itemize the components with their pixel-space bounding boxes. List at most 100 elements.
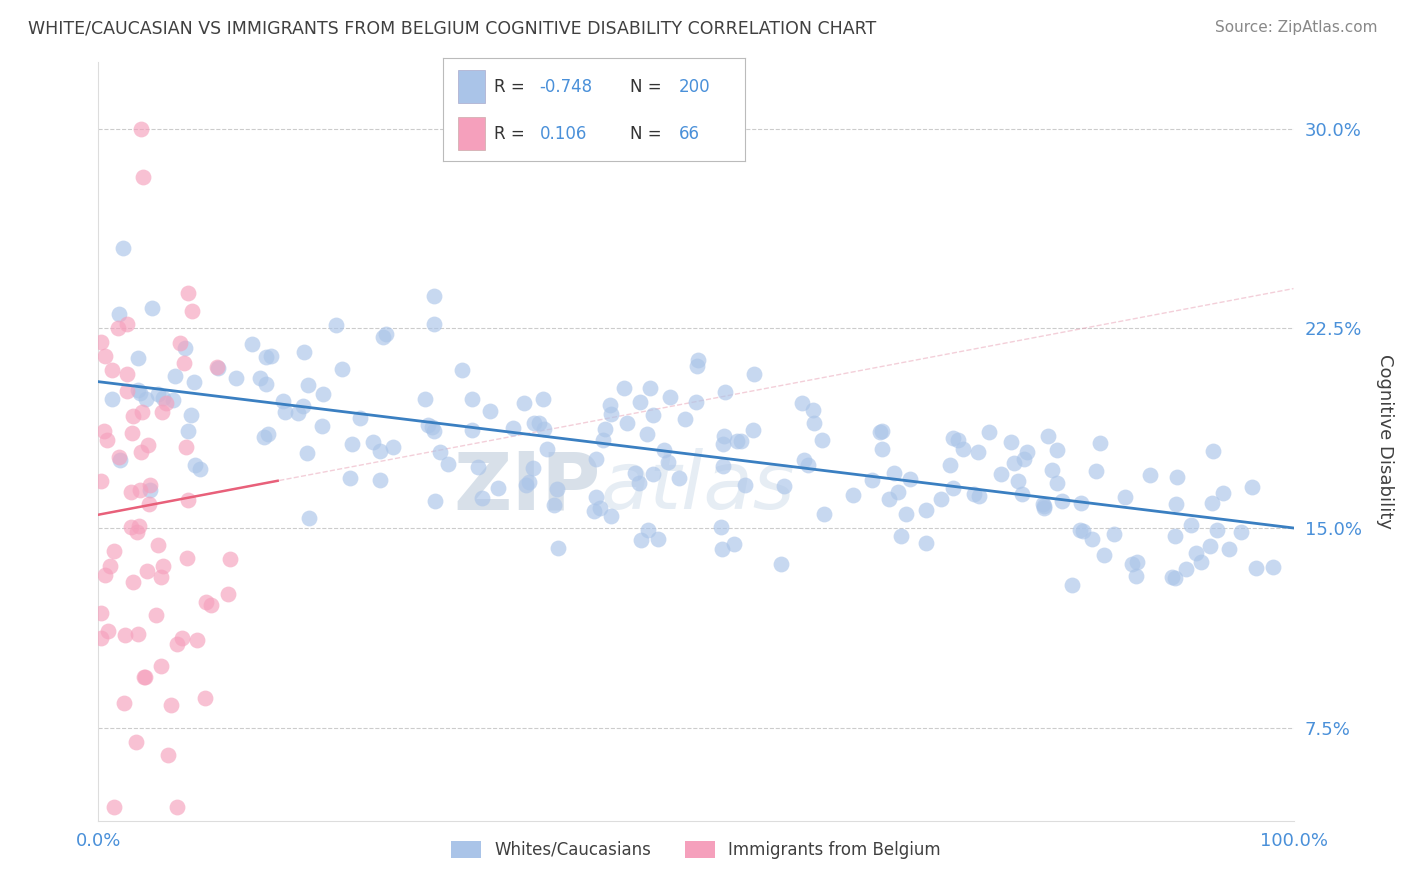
Point — [135, 392, 157, 406]
Point — [225, 371, 247, 385]
Point — [292, 345, 315, 359]
Point — [1015, 445, 1038, 459]
Point — [184, 458, 207, 472]
Point — [502, 421, 524, 435]
Point — [713, 437, 735, 451]
Point — [1212, 485, 1234, 500]
Point — [254, 376, 277, 391]
Point — [522, 460, 544, 475]
Point — [96, 434, 118, 448]
Point — [186, 632, 208, 647]
Point — [842, 488, 865, 502]
Point — [1062, 578, 1084, 592]
Point — [803, 416, 825, 430]
Point — [207, 361, 229, 376]
Point — [173, 341, 195, 355]
Point — [461, 423, 484, 437]
Point — [152, 391, 174, 405]
Point — [297, 377, 319, 392]
Point — [915, 536, 938, 550]
Text: -0.748: -0.748 — [540, 78, 593, 95]
Text: Source: ZipAtlas.com: Source: ZipAtlas.com — [1215, 20, 1378, 35]
Point — [939, 458, 962, 472]
Point — [165, 369, 187, 384]
Point — [217, 587, 239, 601]
Point — [894, 507, 917, 521]
Point — [942, 481, 965, 495]
Point — [1002, 456, 1025, 470]
Point — [1175, 562, 1198, 576]
Point — [340, 436, 363, 450]
Text: N =: N = — [630, 78, 668, 95]
Point — [121, 425, 143, 440]
Point — [742, 367, 765, 381]
Point — [298, 511, 321, 525]
Point — [714, 384, 737, 399]
Point — [176, 425, 198, 439]
Point — [673, 411, 696, 425]
Point — [1121, 557, 1143, 571]
Y-axis label: Cognitive Disability: Cognitive Disability — [1376, 354, 1393, 529]
Point — [1084, 464, 1107, 478]
Point — [1164, 529, 1187, 543]
Point — [1012, 451, 1035, 466]
Point — [647, 532, 669, 546]
Point — [801, 402, 824, 417]
Point — [627, 476, 650, 491]
Point — [194, 691, 217, 706]
Point — [120, 520, 142, 534]
Point — [162, 393, 184, 408]
Point — [641, 467, 664, 482]
Point — [141, 301, 163, 315]
Point — [811, 433, 834, 447]
Point — [188, 461, 211, 475]
Point — [155, 396, 177, 410]
Point — [628, 395, 651, 409]
Point — [967, 444, 990, 458]
Point — [658, 390, 681, 404]
Point — [543, 498, 565, 512]
Point — [1218, 541, 1240, 556]
Point — [668, 471, 690, 485]
Point — [942, 431, 965, 445]
Legend: Whites/Caucasians, Immigrants from Belgium: Whites/Caucasians, Immigrants from Belgi… — [444, 834, 948, 865]
Point — [527, 416, 550, 430]
Point — [260, 349, 283, 363]
Point — [600, 408, 623, 422]
Point — [127, 627, 149, 641]
Point — [734, 478, 756, 492]
Text: R =: R = — [495, 78, 530, 95]
Point — [156, 748, 179, 763]
Point — [1184, 545, 1206, 559]
Point — [287, 406, 309, 420]
Point — [531, 392, 554, 406]
Point — [515, 478, 537, 492]
Point — [111, 241, 134, 255]
Point — [166, 638, 188, 652]
Point — [325, 318, 347, 333]
Point — [637, 523, 659, 537]
Point — [94, 567, 117, 582]
Point — [149, 570, 172, 584]
Point — [125, 524, 148, 539]
Point — [271, 394, 294, 409]
Point — [361, 435, 384, 450]
Point — [1045, 476, 1067, 491]
Point — [536, 442, 558, 456]
Point — [127, 351, 149, 365]
Point — [181, 304, 204, 318]
Point — [1032, 501, 1054, 516]
Point — [685, 394, 707, 409]
Point — [93, 424, 115, 438]
Point — [813, 507, 835, 521]
Point — [533, 422, 555, 436]
Point — [135, 564, 157, 578]
Point — [195, 595, 218, 609]
Point — [382, 440, 405, 454]
Point — [688, 353, 710, 368]
Point — [1202, 444, 1225, 458]
Point — [979, 425, 1001, 440]
Point — [599, 399, 621, 413]
Point — [160, 698, 183, 712]
Point — [200, 598, 222, 612]
